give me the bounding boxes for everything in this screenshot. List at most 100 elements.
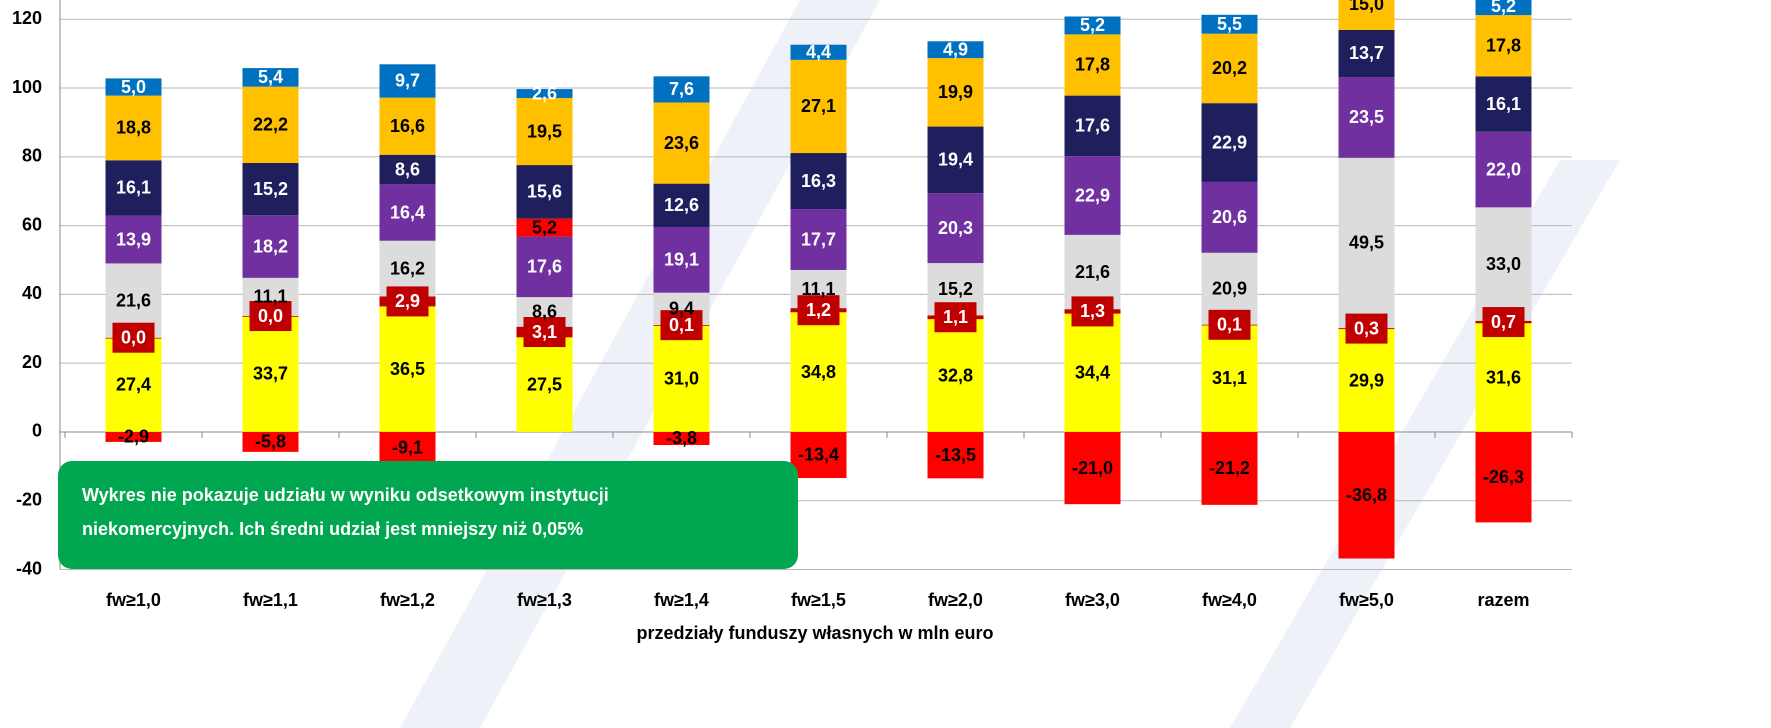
data-label: 36,5 xyxy=(390,359,425,379)
bar-segment xyxy=(105,431,162,442)
bar-segment xyxy=(242,431,299,452)
data-label: 0,1 xyxy=(669,315,694,335)
data-label: 21,6 xyxy=(1075,262,1110,282)
bar-segment xyxy=(1475,15,1532,77)
data-label: 1,1 xyxy=(943,307,968,327)
bar-segment xyxy=(927,126,984,194)
bar-segment xyxy=(653,183,710,227)
bar-segment xyxy=(1338,77,1395,158)
labels: fw≥1,0 27,4 0,0 21,6 13,9 -2,9 16,1 18,8 5,0 fw≥1… xyxy=(106,0,1529,610)
bar-segment xyxy=(242,68,299,87)
bar-segment xyxy=(1064,313,1121,432)
bar-segment xyxy=(1201,14,1258,34)
bar-segment xyxy=(379,154,436,185)
data-label: 12,6 xyxy=(664,195,699,215)
data-label: 15,6 xyxy=(527,182,562,202)
bar-segment xyxy=(242,316,299,432)
y-tick-label: 40 xyxy=(22,283,42,303)
data-label: 20,6 xyxy=(1212,207,1247,227)
data-label: -13,4 xyxy=(798,445,839,465)
data-label: 0,0 xyxy=(258,306,283,326)
bar-segment xyxy=(927,58,984,127)
y-tick-label: 100 xyxy=(12,77,42,97)
data-label: -26,3 xyxy=(1483,467,1524,487)
bar-segment xyxy=(790,153,847,210)
bar-segment xyxy=(242,163,299,216)
bar-segment xyxy=(105,95,162,161)
data-label: 23,6 xyxy=(664,133,699,153)
bar-segment xyxy=(516,165,573,219)
y-tick-label: 120 xyxy=(12,8,42,28)
data-label: 2,6 xyxy=(532,83,557,103)
data-label: 16,1 xyxy=(1486,94,1521,114)
bar-segment xyxy=(1064,156,1121,235)
data-label: 17,8 xyxy=(1075,55,1110,75)
x-tick-label: fw≥1,0 xyxy=(106,590,161,610)
bar-segment xyxy=(379,184,436,241)
label-box xyxy=(1071,296,1114,327)
data-label: 2,9 xyxy=(395,291,420,311)
label-box xyxy=(660,310,703,341)
data-label: 22,9 xyxy=(1075,185,1110,205)
bar-segment xyxy=(1064,431,1121,505)
data-label: 13,7 xyxy=(1349,43,1384,63)
data-label: -21,0 xyxy=(1072,458,1113,478)
bar-segment xyxy=(1338,29,1395,78)
label-box xyxy=(112,322,155,353)
data-label: 49,5 xyxy=(1349,233,1384,253)
data-label: 9,7 xyxy=(395,71,420,91)
data-label: 31,0 xyxy=(664,368,699,388)
x-tick-label: fw≥1,2 xyxy=(380,590,435,610)
data-label: 0,3 xyxy=(1354,318,1379,338)
data-label: 19,1 xyxy=(664,250,699,270)
bar-segment xyxy=(790,59,847,154)
data-label: 5,4 xyxy=(258,67,283,87)
data-label: 5,5 xyxy=(1217,14,1242,34)
bar-segment xyxy=(516,98,573,166)
bar-segment xyxy=(379,97,436,155)
bar-segment xyxy=(105,78,162,96)
data-label: 15,0 xyxy=(1349,0,1384,14)
data-label: 8,6 xyxy=(395,159,420,179)
y-tick-label: 80 xyxy=(22,146,42,166)
label-box xyxy=(386,286,429,317)
data-label: 4,9 xyxy=(943,39,968,59)
data-label: 17,8 xyxy=(1486,35,1521,55)
y-tick-label: 60 xyxy=(22,214,42,234)
data-label: 20,2 xyxy=(1212,58,1247,78)
label-box xyxy=(1482,307,1525,338)
bar-segment xyxy=(1201,181,1258,253)
x-tick-label: fw≥2,0 xyxy=(928,590,983,610)
annotation: Wykres nie pokazuje udziału w wyniku ods… xyxy=(82,485,609,505)
bar-segment xyxy=(1338,157,1395,329)
data-label: 0,1 xyxy=(1217,315,1242,335)
data-label: 31,6 xyxy=(1486,367,1521,387)
x-tick-label: fw≥1,3 xyxy=(517,590,572,610)
bar-segment xyxy=(516,337,573,432)
data-label: 8,6 xyxy=(532,302,557,322)
data-label: 19,9 xyxy=(938,82,973,102)
bar-segment xyxy=(1201,431,1258,505)
data-label: 33,7 xyxy=(253,364,288,384)
data-label: 27,1 xyxy=(801,96,836,116)
data-label: 33,0 xyxy=(1486,254,1521,274)
bar-segment xyxy=(1201,33,1258,104)
bar-segment xyxy=(242,86,299,164)
bar-segment xyxy=(1201,103,1258,182)
bar-segment xyxy=(790,312,847,432)
label-box xyxy=(523,317,566,348)
label-box xyxy=(934,302,977,333)
bar-segment xyxy=(653,431,710,446)
bar-segment xyxy=(927,193,984,264)
bar-segment xyxy=(1201,324,1258,432)
data-label: 0,0 xyxy=(121,327,146,347)
bar-segment xyxy=(790,209,847,270)
data-label: 16,1 xyxy=(116,178,151,198)
data-label: 7,6 xyxy=(669,79,694,99)
bar-segment xyxy=(379,306,436,432)
bar-segment xyxy=(105,160,162,216)
bar-segment xyxy=(1064,16,1121,35)
bar-segment xyxy=(653,76,710,103)
data-label: 20,3 xyxy=(938,218,973,238)
y-tick-label: 0 xyxy=(32,421,42,441)
